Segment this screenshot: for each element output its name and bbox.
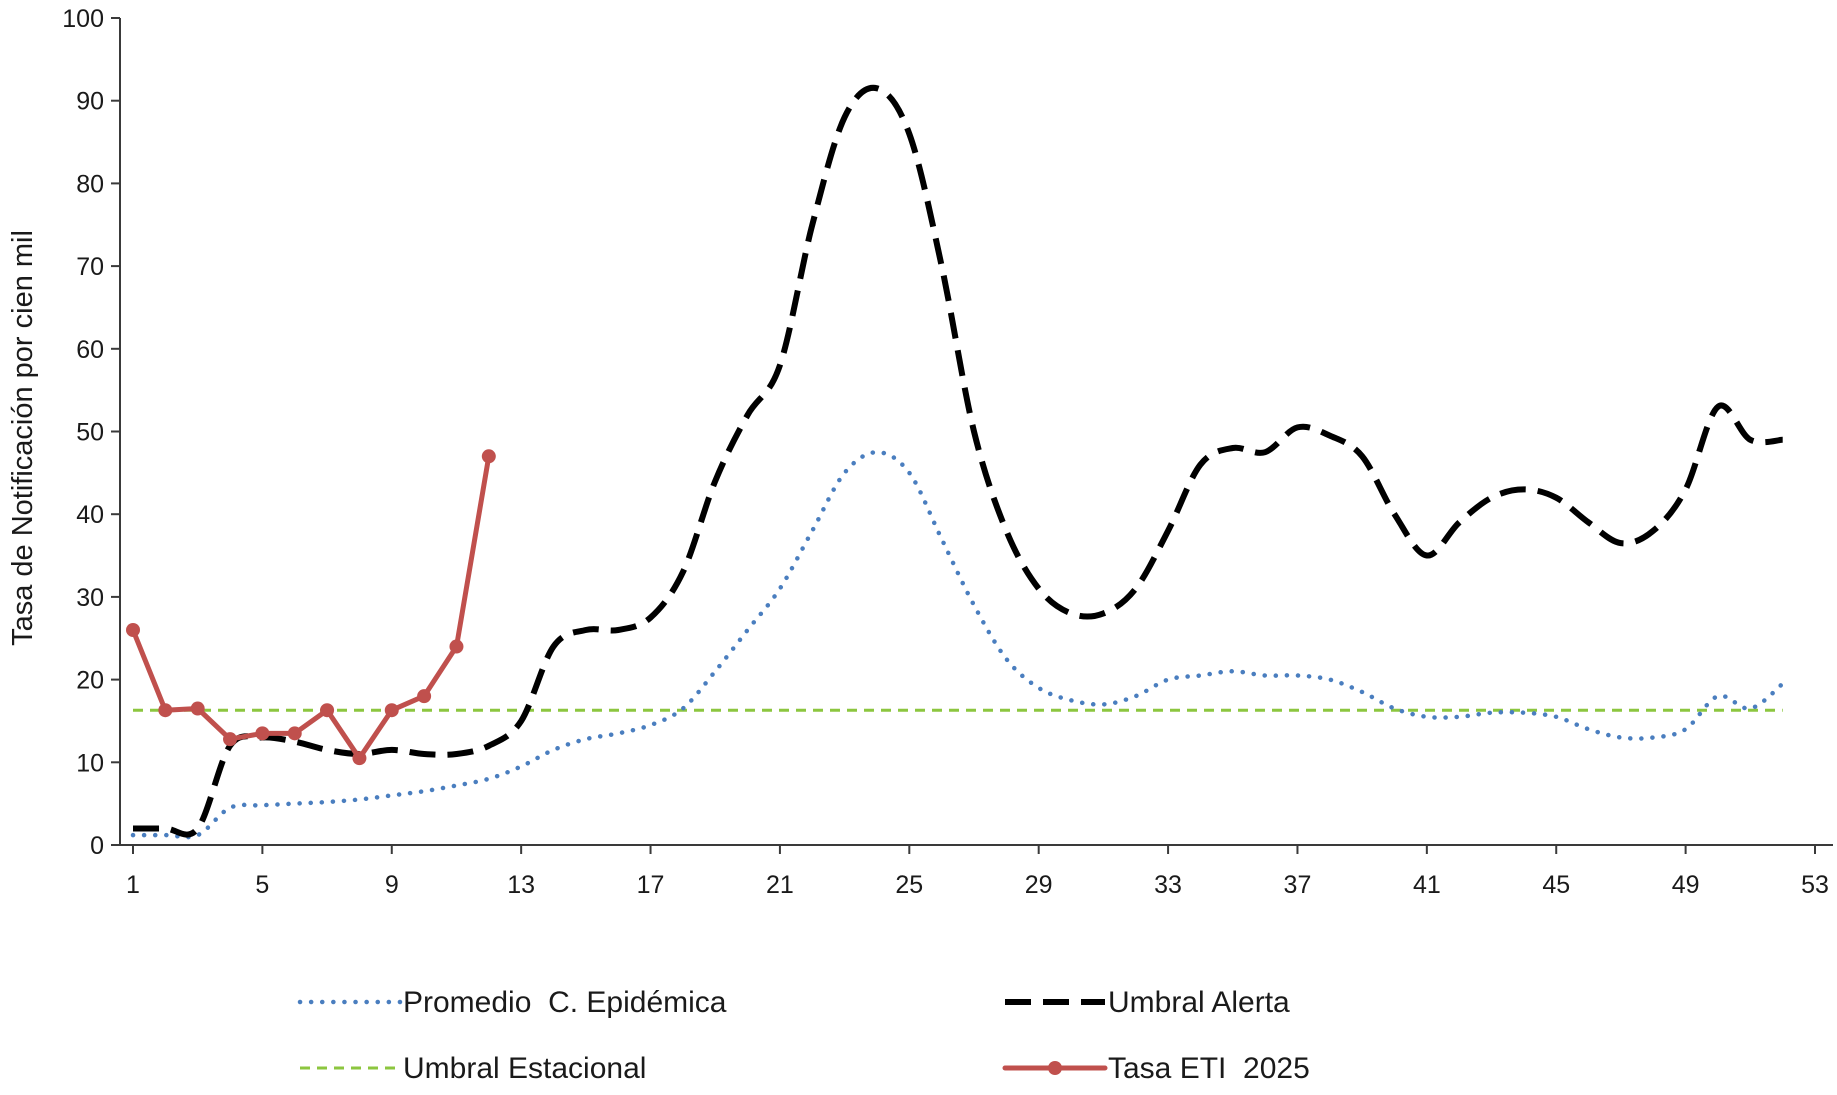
- x-tick-label: 21: [766, 871, 794, 899]
- x-tick-label: 53: [1801, 871, 1829, 899]
- series-line-umbral-alerta: [133, 84, 1783, 838]
- data-point-tasa-eti-2025: [223, 732, 238, 747]
- legend-item-tasa-eti-2025: Tasa ETI 2025: [1002, 1052, 1310, 1085]
- x-tick-label: 5: [255, 871, 269, 899]
- y-tick-label: 80: [76, 170, 104, 198]
- data-point-tasa-eti-2025: [190, 701, 205, 716]
- y-tick-label: 10: [76, 749, 104, 777]
- series-layer: [126, 84, 1785, 840]
- series-line-tasa-eti-2025: [130, 453, 492, 761]
- x-tick-label: 25: [895, 871, 923, 899]
- data-point-tasa-eti-2025: [158, 703, 173, 718]
- y-tick-label: 50: [76, 419, 104, 447]
- legend-label-promedio-c-epid-mica: Promedio C. Epidémica: [403, 986, 727, 1019]
- x-tick-label: 33: [1154, 871, 1182, 899]
- x-tick-label: 45: [1542, 871, 1570, 899]
- x-tick-label: 13: [507, 871, 535, 899]
- data-point-tasa-eti-2025: [449, 639, 464, 654]
- y-tick-label: 40: [76, 501, 104, 529]
- x-tick-label: 9: [385, 871, 399, 899]
- legend-marker-tasa-eti-2025: [1048, 1061, 1062, 1075]
- data-point-tasa-eti-2025: [126, 622, 140, 637]
- data-point-tasa-eti-2025: [384, 703, 399, 718]
- legend: Promedio C. Epidémica Umbral Alerta Umbral…: [297, 986, 1310, 1085]
- data-point-tasa-eti-2025: [352, 751, 367, 766]
- x-tick-label: 29: [1025, 871, 1053, 899]
- legend-item-promedio-c-epid-mica: Promedio C. Epidémica: [297, 986, 727, 1019]
- tick-labels: 0 10 20 30 40 50 60 70 80 90 100 1 5 9 13 17 21 25 29 33 37 4…: [62, 5, 1829, 899]
- legend-item-umbral-alerta: Umbral Alerta: [1005, 986, 1290, 1019]
- legend-item-umbral-estacional: Umbral Estacional: [300, 1052, 646, 1085]
- data-point-tasa-eti-2025: [481, 449, 496, 464]
- axes: [111, 17, 1833, 854]
- y-tick-label: 90: [76, 88, 104, 116]
- legend-label-umbral-alerta: Umbral Alerta: [1108, 986, 1290, 1019]
- x-tick-label: 1: [126, 871, 140, 899]
- y-tick-label: 100: [62, 5, 104, 33]
- y-tick-label: 30: [76, 584, 104, 612]
- data-point-tasa-eti-2025: [320, 703, 335, 718]
- x-tick-label: 49: [1672, 871, 1700, 899]
- y-axis-title: Tasa de Notificación por cien mil: [7, 230, 39, 646]
- data-point-tasa-eti-2025: [255, 726, 270, 741]
- x-tick-label: 41: [1413, 871, 1441, 899]
- y-tick-label: 0: [90, 832, 104, 860]
- legend-label-tasa-eti-2025: Tasa ETI 2025: [1108, 1052, 1310, 1085]
- legend-label-umbral-estacional: Umbral Estacional: [403, 1052, 646, 1085]
- y-tick-label: 60: [76, 336, 104, 364]
- data-point-tasa-eti-2025: [417, 689, 432, 704]
- y-tick-label: 70: [76, 253, 104, 281]
- data-point-tasa-eti-2025: [287, 726, 302, 741]
- x-tick-label: 37: [1284, 871, 1312, 899]
- y-tick-label: 20: [76, 667, 104, 695]
- series-line-promedio-c-epid-mica: [130, 449, 1785, 840]
- x-tick-label: 17: [637, 871, 665, 899]
